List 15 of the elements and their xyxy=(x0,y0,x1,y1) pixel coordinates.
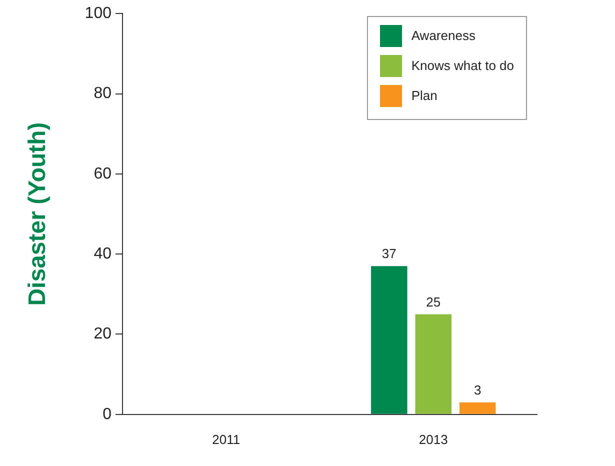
x-tick-label: 2011 xyxy=(212,432,240,447)
data-label: 25 xyxy=(426,294,441,310)
x-tick-label: 2013 xyxy=(418,432,448,447)
y-axis-title: Disaster (Youth) xyxy=(24,122,52,306)
data-label: 3 xyxy=(474,382,482,398)
y-tick-label: 100 xyxy=(84,5,112,22)
legend-label: Plan xyxy=(411,88,438,104)
y-tick-label: 40 xyxy=(94,245,112,262)
y-tick-label: 60 xyxy=(94,165,112,182)
data-label: 37 xyxy=(382,246,396,262)
y-tick-label: 80 xyxy=(94,85,112,102)
y-tick-label: 0 xyxy=(102,406,112,423)
y-tick-label: 20 xyxy=(94,326,112,343)
legend-label: Knows what to do xyxy=(411,58,514,74)
legend-label: Awareness xyxy=(411,28,476,44)
